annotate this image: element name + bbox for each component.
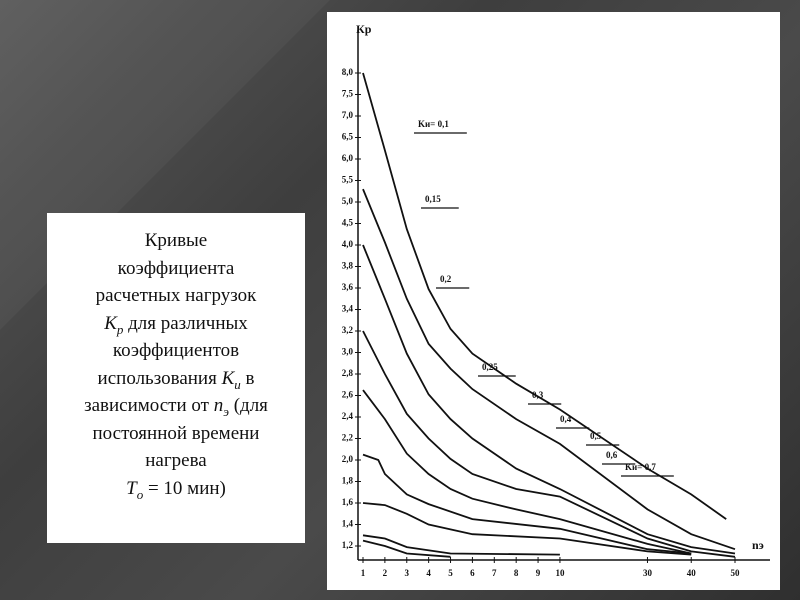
x-axis-label: nэ [752, 538, 764, 552]
x-tick-label: 10 [555, 568, 565, 578]
caption-text: коэффициента [117, 257, 235, 279]
caption-text: использования [97, 367, 222, 389]
curve-label: 0,3 [532, 390, 544, 400]
y-tick-label: 3,8 [342, 261, 354, 271]
y-tick-label: 3,2 [342, 325, 354, 335]
curve [362, 502, 692, 556]
curve-label: 0,15 [425, 194, 441, 204]
x-tick-label: 30 [643, 568, 653, 578]
caption-text: о [136, 486, 144, 502]
x-tick-label: 8 [514, 568, 519, 578]
caption-text: и [234, 376, 241, 392]
curve [362, 389, 692, 555]
y-tick-label: 3,4 [342, 304, 354, 314]
curve-label: Kи= 0,7 [625, 462, 656, 472]
caption-text: зависимости от [84, 395, 214, 416]
caption-text: постоянной времени [92, 422, 260, 444]
curve [362, 330, 736, 558]
y-tick-label: 5,5 [342, 175, 354, 185]
y-tick-label: 7,5 [342, 89, 354, 99]
y-tick-label: 2,4 [342, 411, 354, 421]
x-tick-label: 6 [470, 568, 475, 578]
y-tick-label: 1,6 [342, 497, 354, 507]
caption-text: р [116, 321, 124, 337]
caption-text: = 10 мин) [143, 477, 226, 499]
y-tick-label: 1,2 [342, 540, 354, 550]
y-tick-label: 3,0 [342, 347, 354, 357]
y-tick-label: 5,0 [342, 196, 354, 206]
caption-text: коэффициентов [112, 340, 240, 361]
x-tick-label: 50 [731, 568, 741, 578]
caption-text: э [223, 403, 229, 419]
x-tick-label: 5 [448, 568, 453, 578]
x-tick-label: 3 [405, 568, 410, 578]
figure-panel [327, 12, 780, 590]
curve-label: 0,4 [560, 414, 572, 424]
y-tick-label: 7,0 [342, 110, 354, 120]
y-tick-label: 6,5 [342, 132, 354, 142]
y-tick-label: 4,5 [342, 218, 354, 228]
y-tick-label: 2,2 [342, 433, 354, 443]
curve-label: 0,5 [590, 431, 602, 441]
caption-text: расчетных нагрузок [95, 285, 257, 306]
curve-label: Kи= 0,1 [418, 119, 449, 129]
caption-text: (для [228, 395, 268, 416]
x-tick-label: 4 [426, 568, 431, 578]
caption-box: Кривые коэффициента расчетных нагрузок Кр д… [47, 213, 305, 543]
caption-text: К [104, 312, 117, 334]
curve [362, 244, 736, 555]
caption-text: нагрева [145, 450, 207, 471]
caption-text: Кривые [144, 230, 208, 251]
x-tick-label: 40 [687, 568, 697, 578]
caption-text: n [213, 395, 224, 416]
y-tick-label: 6,0 [342, 153, 354, 163]
curve-label: 0,25 [482, 362, 498, 372]
caption-text: для различных [123, 312, 248, 334]
x-tick-label: 2 [383, 568, 388, 578]
curve [362, 72, 727, 520]
x-tick-label: 1 [361, 568, 366, 578]
y-tick-label: 2,6 [342, 390, 354, 400]
x-tick-label: 9 [536, 568, 541, 578]
caption-text: в [240, 367, 255, 389]
caption-text: К [221, 367, 235, 389]
curve [362, 453, 692, 555]
y-tick-label: 3,6 [342, 282, 354, 292]
curve-label: 0,6 [606, 450, 618, 460]
curve [362, 534, 560, 556]
y-tick-label: 2,8 [342, 368, 354, 378]
curve-label: 0,2 [440, 274, 452, 284]
y-tick-label: 1,8 [342, 476, 354, 486]
x-tick-label: 7 [492, 568, 497, 578]
y-tick-label: 1,4 [342, 519, 354, 529]
y-tick-label: 2,0 [342, 454, 354, 464]
y-tick-label: 4,0 [342, 239, 354, 249]
curve [362, 539, 451, 558]
y-axis-label: Кр [356, 22, 372, 36]
y-tick-label: 8,0 [342, 67, 354, 77]
caption-text: Т [126, 477, 137, 499]
curve [362, 188, 736, 551]
